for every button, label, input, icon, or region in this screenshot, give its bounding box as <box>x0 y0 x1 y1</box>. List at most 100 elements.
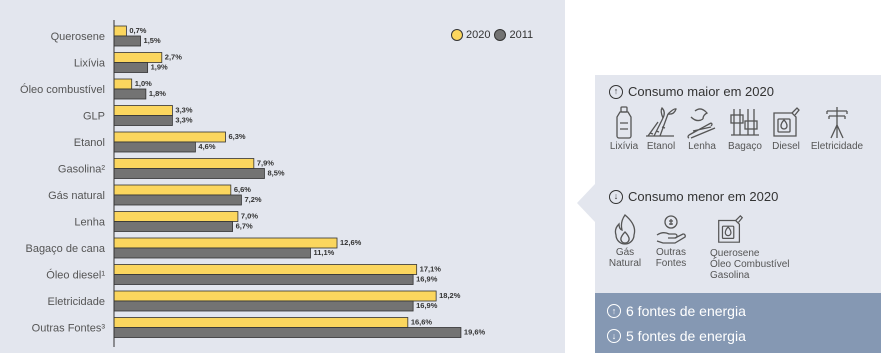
value-label-2020: 18,2% <box>439 291 461 300</box>
bar-2020 <box>113 184 232 196</box>
value-label-2020: 7,9% <box>257 159 274 168</box>
lower-item-outras-fontes: Outras Fontes <box>649 213 693 269</box>
bar-2011 <box>113 115 173 126</box>
legend-label-2020: 2020 <box>466 29 491 41</box>
bar-2011 <box>113 194 242 206</box>
lower-consumption-text: Consumo menor em 2020 <box>628 189 779 204</box>
bar-2020 <box>113 131 226 143</box>
arrow-down-circle-icon: ↓ <box>609 189 623 204</box>
bar-2011 <box>113 274 414 285</box>
lower-item-label: Gasolina <box>710 270 750 281</box>
value-label-2020: 12,6% <box>340 238 362 247</box>
category-label: Lenha <box>74 217 105 229</box>
value-label-2020: 6,6% <box>234 185 251 194</box>
bar-2020 <box>113 105 173 116</box>
bar-2020 <box>113 158 255 169</box>
bar-chart: Querosene 0,7%1,5% Lixívia 2,7%1,9% Óleo com… <box>20 20 486 347</box>
category-label: Óleo combustível <box>20 83 105 96</box>
value-label-2020: 3,3% <box>175 106 192 115</box>
bar-2020 <box>113 211 239 222</box>
value-label-2011: 7,2% <box>244 195 261 204</box>
value-label-2011: 16,9% <box>416 301 438 310</box>
lower-item-label: Querosene <box>710 248 760 259</box>
value-label-2011: 16,9% <box>416 275 438 284</box>
value-label-2011: 3,3% <box>175 116 192 125</box>
higher-item-lenha: Lenha <box>683 105 721 152</box>
category-label: Eletricidade <box>48 296 105 308</box>
value-label-2011: 1,9% <box>151 63 168 72</box>
summary-footer: ↑ 6 fontes de energia ↓ 5 fontes de ener… <box>595 293 881 353</box>
higher-item-label: Bagaço <box>728 141 762 152</box>
bar-2011 <box>113 62 149 73</box>
flame-icon <box>614 214 636 245</box>
lower-icons-row: Gás Natural Outras Fontes <box>605 213 749 269</box>
value-label-2020: 7,0% <box>241 212 258 221</box>
bar-2020 <box>113 290 437 302</box>
summary-down: ↓ 5 fontes de energia <box>607 328 746 344</box>
legend-swatch-2011 <box>494 29 507 41</box>
bar-2020 <box>113 52 163 63</box>
arrow-down-circle-icon: ↓ <box>607 329 621 343</box>
summary-down-text: 5 fontes de energia <box>626 328 746 344</box>
firewood-icon <box>687 108 716 139</box>
legend-item-2011: 2011 <box>494 29 533 41</box>
lower-item-gas-natural: Gás Natural <box>605 213 645 269</box>
value-label-2011: 8,5% <box>267 169 284 178</box>
category-label: Etanol <box>74 137 105 149</box>
bar-2011 <box>113 88 147 100</box>
value-label-2020: 17,1% <box>420 265 442 274</box>
legend-label-2011: 2011 <box>509 29 534 41</box>
value-label-2011: 6,7% <box>236 222 253 231</box>
bar-2011 <box>113 327 462 338</box>
value-label-2020: 16,6% <box>411 318 433 327</box>
summary-up: ↑ 6 fontes de energia <box>607 303 746 319</box>
sugarcane-icon <box>646 106 677 137</box>
bar-2011 <box>113 247 311 259</box>
higher-item-etanol: Etanol <box>641 105 681 152</box>
higher-item-bagaco: Bagaço <box>723 105 767 152</box>
value-label-2011: 19,6% <box>464 328 486 337</box>
summary-up-text: 6 fontes de energia <box>626 303 746 319</box>
lower-item-label: Outras <box>655 247 686 258</box>
bottle-icon <box>616 106 632 139</box>
value-label-2011: 1,5% <box>144 36 161 45</box>
lower-item-label: Natural <box>608 258 642 269</box>
value-label-2020: 6,3% <box>229 132 246 141</box>
category-label: Querosene <box>51 31 105 43</box>
chart-legend: 2020 2011 <box>451 29 537 41</box>
higher-item-diesel: Diesel <box>769 105 803 152</box>
bar-2011 <box>113 300 414 312</box>
bar-2020 <box>113 317 409 328</box>
bar-2011 <box>113 168 265 179</box>
bar-2020 <box>113 237 338 249</box>
bar-2020 <box>113 264 418 275</box>
value-label-2020: 2,7% <box>165 53 182 62</box>
legend-swatch-2020 <box>451 29 463 41</box>
power-pole-icon <box>826 107 848 139</box>
category-label: Bagaço de cana <box>25 243 105 255</box>
higher-item-lixivia: Lixívia <box>609 105 639 152</box>
bar-2011 <box>113 221 233 232</box>
higher-item-label: Lixívia <box>609 141 639 152</box>
legend-item-2020: 2020 <box>451 29 490 41</box>
value-label-2020: 1,0% <box>135 79 152 88</box>
value-label-2011: 11,1% <box>313 248 334 257</box>
higher-consumption-title: ↑ Consumo maior em 2020 <box>609 84 774 99</box>
hand-coin-icon <box>656 215 686 244</box>
value-label-2020: 0,7% <box>129 26 146 35</box>
fuel-can-icon <box>773 107 800 137</box>
category-label: Outras Fontes³ <box>32 323 106 335</box>
info-pointer-arrow <box>577 184 595 222</box>
lower-item-querosene <box>715 213 749 269</box>
value-label-2011: 1,8% <box>149 89 166 98</box>
arrow-up-circle-icon: ↑ <box>607 304 621 318</box>
lower-item-querosene-labels: Querosene Óleo Combustível Gasolina <box>710 248 789 281</box>
higher-consumption-text: Consumo maior em 2020 <box>628 84 774 99</box>
fuel-can-icon <box>718 214 744 243</box>
chart-panel: Querosene 0,7% 1,5% Lixívia 2,7% 1,9% Óleo com… <box>0 0 565 353</box>
category-label: GLP <box>83 111 105 123</box>
higher-item-label: Lenha <box>688 141 716 152</box>
bar-2020 <box>113 78 133 90</box>
higher-item-label: Diesel <box>772 141 800 152</box>
value-label-2011: 4,6% <box>198 142 215 151</box>
